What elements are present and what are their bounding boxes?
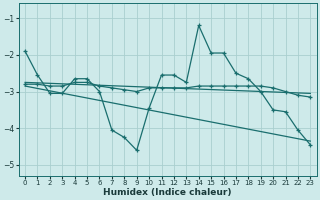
X-axis label: Humidex (Indice chaleur): Humidex (Indice chaleur) [103,188,232,197]
